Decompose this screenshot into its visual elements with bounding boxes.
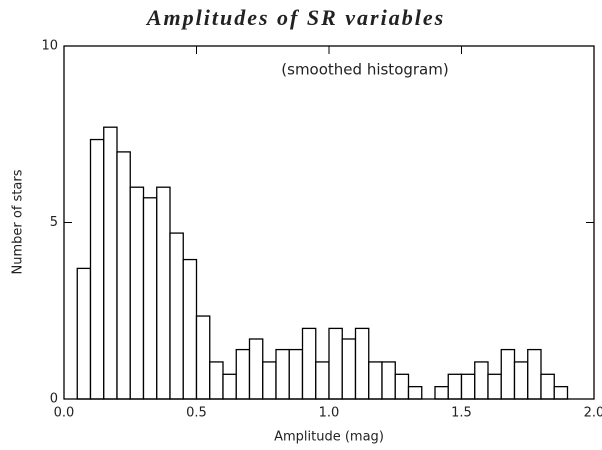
bar (354, 327, 370, 400)
bar (500, 348, 516, 400)
bar (447, 373, 463, 400)
bar (222, 373, 237, 400)
bar (103, 126, 118, 400)
y-tick-label: 10 (41, 39, 58, 54)
bar (116, 151, 131, 400)
bar (394, 373, 410, 400)
bar (553, 385, 569, 400)
bar (89, 138, 105, 400)
bar (301, 327, 317, 400)
bar (195, 315, 211, 400)
bar (527, 348, 542, 400)
x-tick-label: 0.0 (54, 406, 75, 421)
x-tick-label: 1.5 (451, 406, 472, 421)
bar (487, 373, 502, 400)
bar (142, 197, 158, 400)
bar (248, 338, 264, 400)
bar (275, 348, 290, 400)
bar (474, 361, 489, 400)
x-tick-label: 2.0 (584, 406, 602, 421)
bar (169, 232, 184, 400)
bar (328, 327, 343, 400)
bar (156, 186, 171, 400)
y-axis-label: Number of stars (11, 169, 26, 274)
bar (513, 361, 529, 400)
bar (341, 338, 357, 400)
x-tick-label: 1.0 (319, 406, 340, 421)
bar (381, 361, 396, 400)
bar (288, 348, 304, 400)
x-tick-label: 0.5 (186, 406, 207, 421)
bar (262, 361, 277, 400)
x-axis-label: Amplitude (mag) (274, 430, 384, 445)
bar (182, 258, 198, 400)
bar (315, 361, 330, 400)
y-tick-label: 0 (50, 392, 58, 407)
bar (235, 348, 251, 400)
bar (540, 373, 555, 400)
bar (368, 361, 383, 400)
bar (209, 361, 224, 400)
y-tick-label: 5 (50, 215, 58, 230)
bar (460, 373, 476, 400)
bar (129, 186, 145, 400)
bar (434, 385, 449, 400)
chart-title: Amplitudes of SR variables (145, 5, 445, 30)
bar (407, 385, 423, 400)
bar (76, 267, 92, 400)
annotation: (smoothed histogram) (281, 61, 448, 79)
